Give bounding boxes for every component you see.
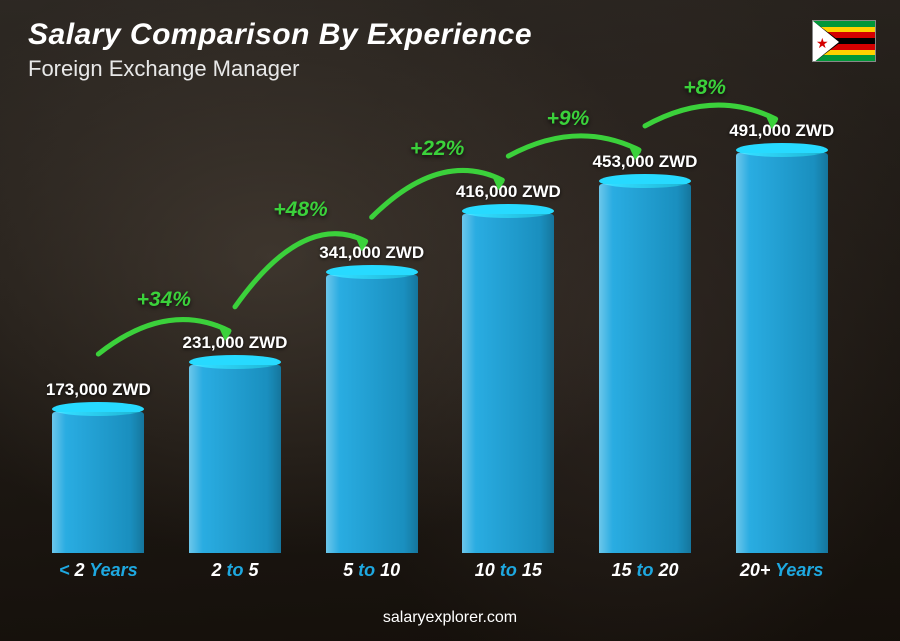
country-flag-zimbabwe: ★ [812,20,876,62]
pct-increase-label: +8% [683,76,726,100]
growth-arrow-icon [30,101,850,581]
title-block: Salary Comparison By Experience Foreign … [28,18,532,82]
bar-chart: 173,000 ZWD< 2 Years231,000 ZWD2 to 5+34… [30,101,850,581]
flag-star-icon: ★ [816,35,829,52]
infographic-container: Salary Comparison By Experience Foreign … [0,0,900,641]
page-subtitle: Foreign Exchange Manager [28,56,532,82]
page-title: Salary Comparison By Experience [28,18,532,52]
footer-attribution: salaryexplorer.com [0,609,900,627]
